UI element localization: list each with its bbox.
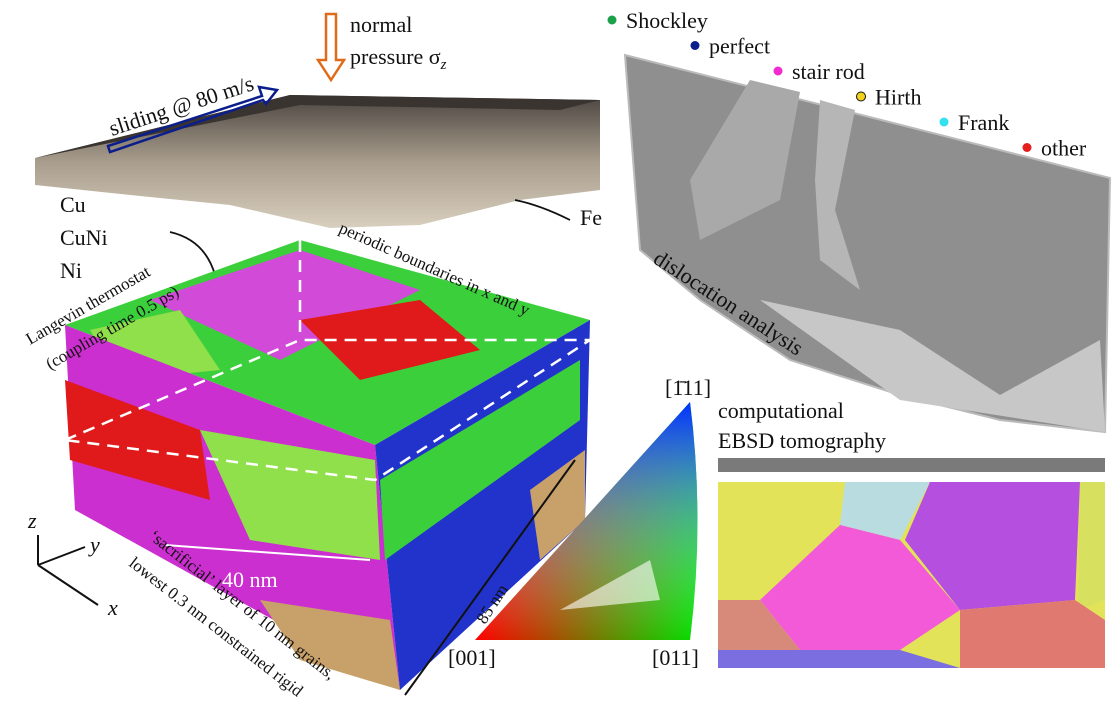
legend-label: stair rod xyxy=(792,59,865,84)
material-pointer xyxy=(170,232,215,275)
ebsd-label: EBSD tomography xyxy=(718,428,886,453)
legend-marker xyxy=(691,41,700,50)
axis-label: y xyxy=(88,532,100,557)
legend-label: other xyxy=(1041,136,1087,161)
legend-marker xyxy=(857,92,866,101)
ebsd-grain xyxy=(960,600,1105,668)
legend-label: Hirth xyxy=(875,85,921,110)
axis-label: z xyxy=(27,508,37,533)
material: Ni xyxy=(60,258,82,283)
pressure-arrow xyxy=(318,14,344,80)
pressure-text: pressure σ xyxy=(350,44,441,69)
pressure-line2: pressure σz xyxy=(350,44,447,73)
legend-marker xyxy=(940,118,949,127)
legend-label: Frank xyxy=(958,110,1009,135)
pressure-line1: normal xyxy=(350,12,412,37)
figure: sliding @ 80 m/s normal pressure σz Fe C… xyxy=(0,0,1118,705)
ipf-label: [1̄11] xyxy=(665,375,711,400)
legend-marker xyxy=(608,16,617,25)
material: CuNi xyxy=(60,225,108,250)
ipf-label: [011] xyxy=(652,645,699,670)
axes xyxy=(38,535,98,605)
axis-label: x xyxy=(107,595,118,620)
legend-marker xyxy=(774,67,783,76)
ebsd-bar xyxy=(718,458,1105,472)
ebsd-grain xyxy=(1078,482,1105,610)
ebsd-label: computational xyxy=(718,398,844,423)
legend-label: perfect xyxy=(709,34,770,59)
ipf-label: [001] xyxy=(448,645,496,670)
fe-label: Fe xyxy=(580,205,602,230)
legend-label: Shockley xyxy=(626,8,708,33)
material: Cu xyxy=(60,192,86,217)
fe-pointer xyxy=(515,200,570,220)
pressure-subscript: z xyxy=(440,57,447,73)
legend-marker xyxy=(1023,143,1032,152)
